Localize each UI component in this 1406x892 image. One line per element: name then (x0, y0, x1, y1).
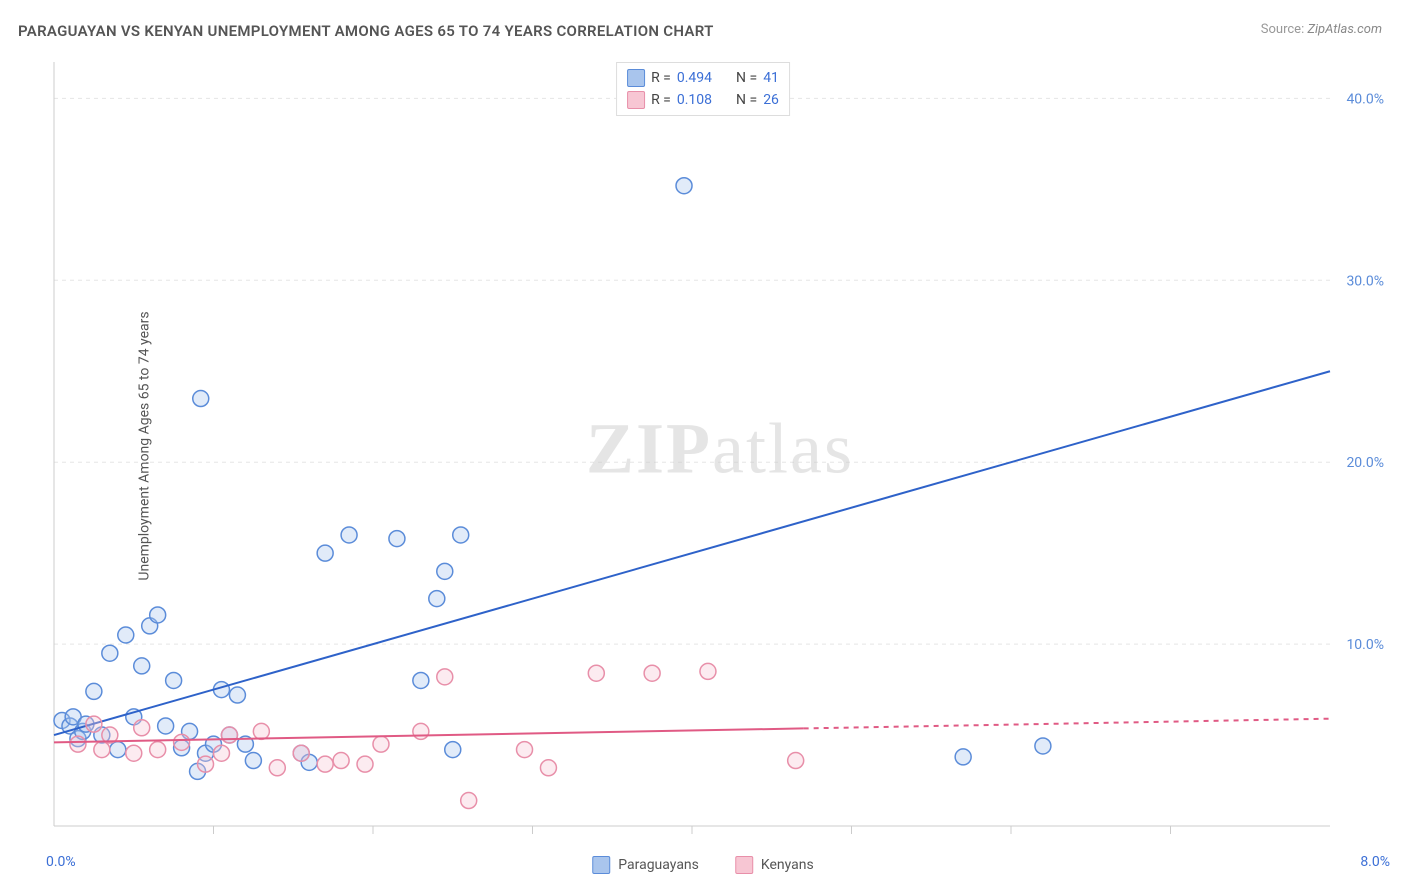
source-value: ZipAtlas.com (1307, 22, 1382, 37)
svg-text:10.0%: 10.0% (1346, 637, 1384, 653)
chart-plot-area: 10.0%20.0%30.0%40.0% ZIPatlas (50, 58, 1390, 840)
swatch-icon (627, 91, 645, 109)
r-value: 0.494 (677, 70, 712, 86)
swatch-icon (592, 856, 610, 874)
legend-row-kenyans: R = 0.108 N = 26 (627, 89, 779, 111)
legend-item-kenyans: Kenyans (735, 856, 814, 874)
source-label: Source: (1261, 22, 1304, 37)
scatter-chart-svg: 10.0% 20.0% 30.0% 40.0% (50, 58, 1390, 840)
x-axis-max-label: 8.0% (1360, 854, 1390, 870)
n-value: 26 (763, 92, 779, 108)
legend-label: Kenyans (761, 857, 814, 873)
r-value: 0.108 (677, 92, 712, 108)
correlation-legend: R = 0.494 N = 41 R = 0.108 N = 26 (616, 62, 790, 116)
r-label: R = (651, 92, 671, 108)
swatch-icon (627, 69, 645, 87)
series-legend: Paraguayans Kenyans (592, 856, 814, 874)
legend-item-paraguayans: Paraguayans (592, 856, 699, 874)
n-value: 41 (763, 70, 779, 86)
n-label: N = (736, 70, 757, 86)
r-label: R = (651, 70, 671, 86)
legend-label: Paraguayans (618, 857, 699, 873)
legend-row-paraguayans: R = 0.494 N = 41 (627, 67, 779, 89)
svg-text:30.0%: 30.0% (1346, 273, 1384, 289)
svg-text:20.0%: 20.0% (1346, 455, 1384, 471)
svg-text:40.0%: 40.0% (1346, 91, 1384, 107)
chart-title: PARAGUAYAN VS KENYAN UNEMPLOYMENT AMONG … (18, 22, 714, 40)
n-label: N = (736, 92, 757, 108)
source-attribution: Source: ZipAtlas.com (1261, 22, 1382, 37)
swatch-icon (735, 856, 753, 874)
x-axis-min-label: 0.0% (46, 854, 76, 870)
